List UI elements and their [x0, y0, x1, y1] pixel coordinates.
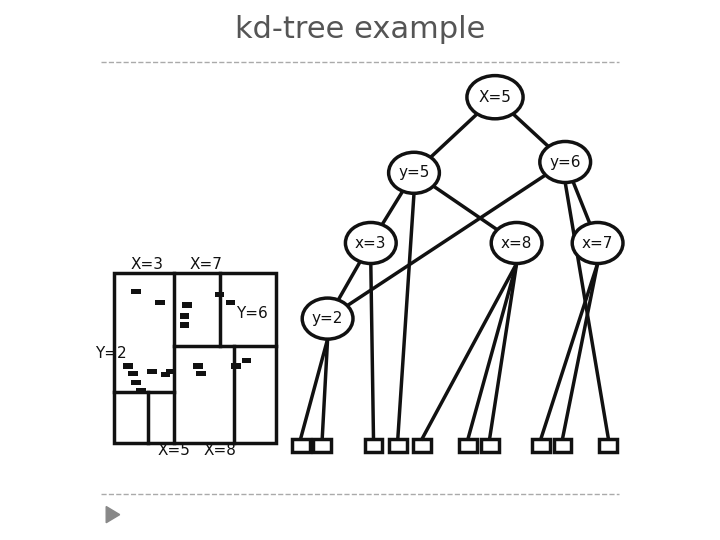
FancyBboxPatch shape	[231, 363, 240, 369]
FancyBboxPatch shape	[193, 363, 203, 369]
FancyBboxPatch shape	[600, 439, 617, 452]
Ellipse shape	[302, 298, 353, 339]
Text: x=8: x=8	[501, 235, 532, 251]
Text: Y=2: Y=2	[95, 346, 126, 361]
Text: X=5: X=5	[479, 90, 511, 105]
Ellipse shape	[491, 222, 542, 264]
FancyBboxPatch shape	[481, 439, 498, 452]
FancyBboxPatch shape	[389, 439, 407, 452]
FancyBboxPatch shape	[131, 289, 141, 294]
FancyBboxPatch shape	[554, 439, 572, 452]
Text: Y=6: Y=6	[236, 306, 268, 321]
FancyBboxPatch shape	[413, 439, 431, 452]
Ellipse shape	[572, 222, 623, 264]
FancyBboxPatch shape	[180, 313, 189, 319]
FancyBboxPatch shape	[242, 358, 251, 363]
Text: y=2: y=2	[312, 311, 343, 326]
Ellipse shape	[389, 152, 439, 193]
FancyBboxPatch shape	[196, 371, 206, 376]
FancyBboxPatch shape	[131, 380, 141, 385]
FancyBboxPatch shape	[364, 439, 382, 452]
FancyBboxPatch shape	[532, 439, 550, 452]
FancyBboxPatch shape	[114, 273, 276, 443]
FancyBboxPatch shape	[148, 369, 157, 374]
FancyBboxPatch shape	[459, 439, 477, 452]
Text: y=5: y=5	[398, 165, 430, 180]
Ellipse shape	[346, 222, 396, 264]
FancyBboxPatch shape	[182, 302, 192, 308]
FancyBboxPatch shape	[161, 372, 171, 377]
Text: x=7: x=7	[582, 235, 613, 251]
FancyBboxPatch shape	[128, 371, 138, 376]
Ellipse shape	[467, 76, 523, 119]
Polygon shape	[107, 507, 120, 523]
FancyBboxPatch shape	[156, 300, 165, 305]
Text: y=6: y=6	[549, 154, 581, 170]
FancyBboxPatch shape	[123, 363, 132, 369]
Text: X=7: X=7	[189, 257, 222, 272]
FancyBboxPatch shape	[180, 322, 189, 328]
FancyBboxPatch shape	[292, 439, 310, 452]
FancyBboxPatch shape	[166, 369, 176, 374]
FancyBboxPatch shape	[313, 439, 331, 452]
Text: x=3: x=3	[355, 235, 387, 251]
FancyBboxPatch shape	[137, 388, 146, 393]
Text: X=3: X=3	[130, 257, 163, 272]
Text: X=5: X=5	[157, 443, 190, 458]
Text: X=8: X=8	[203, 443, 236, 458]
Text: kd-tree example: kd-tree example	[235, 15, 485, 44]
FancyBboxPatch shape	[215, 292, 225, 297]
Ellipse shape	[540, 141, 590, 183]
FancyBboxPatch shape	[225, 300, 235, 305]
